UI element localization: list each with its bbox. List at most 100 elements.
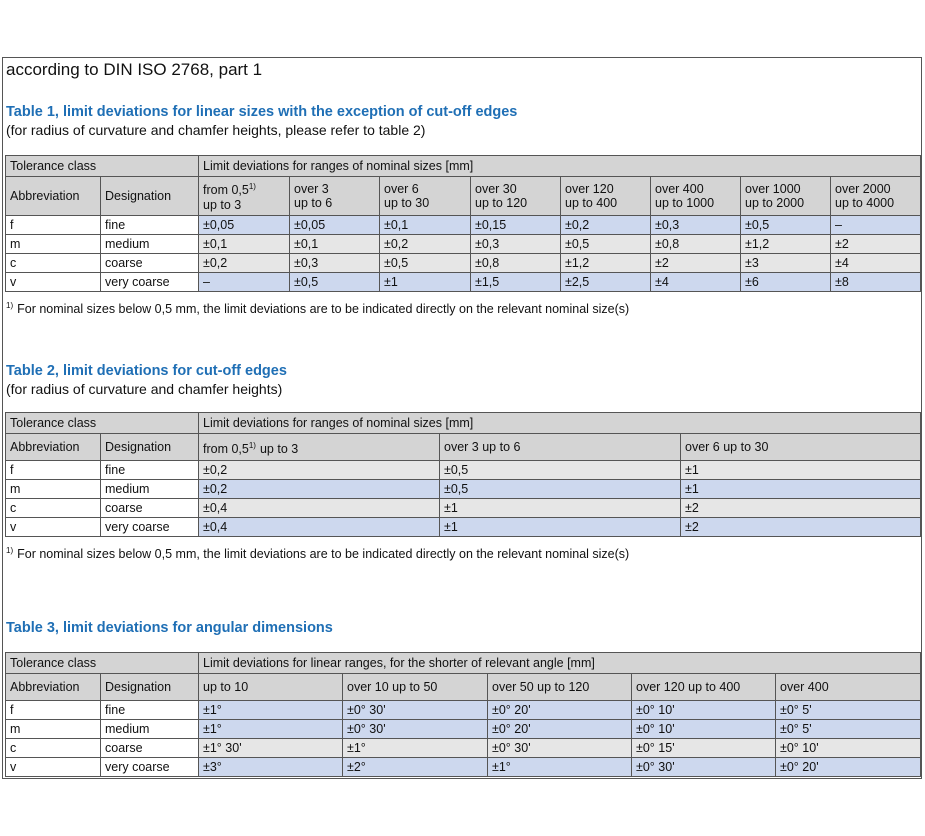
column-header: over 10 up to 50 [342,673,488,701]
cell: ±0° 30' [631,757,776,777]
cell: ±0° 30' [487,738,632,758]
data-row: m medium ±0,1 ±0,1 ±0,2 ±0,3 ±0,5 ±0,8 ±1,2 ±2 [5,234,921,254]
column-header-row: Abbreviation Designation from 0,51) up to 3… [5,176,921,216]
data-row: f fine ±0,2 ±0,5 ±1 [5,460,922,480]
header-text: up to 2000 [745,196,805,210]
cell: ±0° 20' [775,757,921,777]
header-cell: Limit deviations for ranges of nominal s… [198,155,921,177]
table: Tolerance class Limit deviations for rang… [5,155,921,292]
header-text: over 30 [475,182,517,196]
cell: very coarse [100,757,199,777]
column-header: over 2000 up to 4000 [830,176,921,216]
data-row: c coarse ±0,2 ±0,3 ±0,5 ±0,8 ±1,2 ±2 ±3 ±4 [5,253,921,273]
cell: ±1° [198,719,343,739]
header-line: up to 120 [475,196,556,210]
page-title: according to DIN ISO 2768, part 1 [6,60,263,79]
data-row: c coarse ±1° 30' ±1° ±0° 30' ±0° 15' ±0° 10' [5,738,921,758]
group-header-row: Tolerance class Limit deviations for line… [5,652,921,674]
header-text: Abbreviation [10,440,80,454]
header-line: up to 400 [565,196,646,210]
cell: ±0,4 [198,498,440,518]
cell: ±0,2 [379,234,471,254]
cell: ±1,5 [470,272,561,292]
header-line: up to 4000 [835,196,916,210]
cell: medium [100,479,199,499]
header-line: over 30 [475,182,556,196]
cell: m [5,479,101,499]
header-line: over 10 up to 50 [347,680,437,694]
cell: ±3° [198,757,343,777]
footnote-text: For nominal sizes below 0,5 mm, the limi… [17,302,630,317]
header-line: over 120 [565,182,646,196]
column-header: Abbreviation [5,433,101,461]
data-row: f fine ±1° ±0° 30' ±0° 20' ±0° 10' ±0° 5' [5,700,921,720]
header-text: over 6 up to 30 [685,440,769,454]
cell: ±0,1 [379,215,471,235]
header-line: up to 6 [294,196,375,210]
header-text: up to 6 [294,196,333,210]
cell: c [5,738,101,758]
column-header-row: Abbreviation Designation from 0,51) up to 3… [5,433,922,461]
data-row: f fine ±0,05 ±0,05 ±0,1 ±0,15 ±0,2 ±0,3 ±0,5– [5,215,921,235]
data-row: c coarse ±0,4 ±1 ±2 [5,498,922,518]
column-header: from 0,51) up to 3 [198,433,440,461]
header-line: Designation [105,189,194,203]
table-title: Table 3, limit deviations for angular di… [6,620,333,636]
data-row: m medium ±1° ±0° 30' ±0° 20' ±0° 10' ±0° 5' [5,719,921,739]
footnote-marker: 1) [6,301,14,310]
header-text: up to 4000 [835,196,895,210]
cell: ±1° 30' [198,738,343,758]
header-line: over 400 [780,680,829,694]
cell: very coarse [100,272,199,292]
header-text: from 0,5 [203,441,249,456]
cell: ±0° 10' [631,700,776,720]
cell: ±0,05 [289,215,380,235]
table-subtitle: (for radius of curvature and chamfer hei… [6,122,426,138]
group-header-row: Tolerance class Limit deviations for rang… [5,412,922,434]
footnote-text: For nominal sizes below 0,5 mm, the limi… [17,547,630,562]
header-line: over 3 [294,182,375,196]
header-text: over 3 [294,182,329,196]
cell: ±0,2 [198,460,440,480]
column-header: over 6 up to 30 [379,176,471,216]
table-title: Table 2, limit deviations for cut-off ed… [6,363,287,379]
cell: medium [100,719,199,739]
cell: coarse [100,253,199,273]
header-line: Abbreviation [10,680,80,694]
cell: fine [100,700,199,720]
column-header: over 30 up to 120 [470,176,561,216]
header-text: Designation [105,440,172,454]
cell: ±0° 30' [342,700,488,720]
footnote: 1) For nominal sizes below 0,5 mm, the li… [6,546,629,561]
header-cell: Tolerance class [5,412,199,434]
cell: ±0,05 [198,215,290,235]
header-text: over 120 [565,182,614,196]
cell: f [5,460,101,480]
cell: ±0,2 [560,215,651,235]
cell: ±4 [650,272,741,292]
cell: – [198,272,290,292]
column-header: over 3 up to 6 [289,176,380,216]
footnote-marker: 1) [248,182,256,192]
cell: ±0,3 [470,234,561,254]
cell: ±2° [342,757,488,777]
cell: ±4 [830,253,921,273]
header-text: over 50 up to 120 [492,680,590,694]
header-line: Designation [105,440,171,454]
header-text: over 2000 [835,182,891,196]
cell: ±2,5 [560,272,651,292]
header-line: over 50 up to 120 [492,680,589,694]
column-header: up to 10 [198,673,343,701]
cell: ±0,2 [198,479,440,499]
column-header-row: Abbreviation Designation up to 10 over 10 u… [5,673,921,701]
cell: ±0,1 [289,234,380,254]
cell: ±0° 10' [631,719,776,739]
header-text: Designation [105,189,172,203]
cell: ±1 [379,272,471,292]
header-text: up to 3 [203,197,242,212]
cell: very coarse [100,517,199,537]
cell: ±0,5 [560,234,651,254]
cell: ±0° 5' [775,719,921,739]
cell: fine [100,215,199,235]
cell: ±0° 15' [631,738,776,758]
